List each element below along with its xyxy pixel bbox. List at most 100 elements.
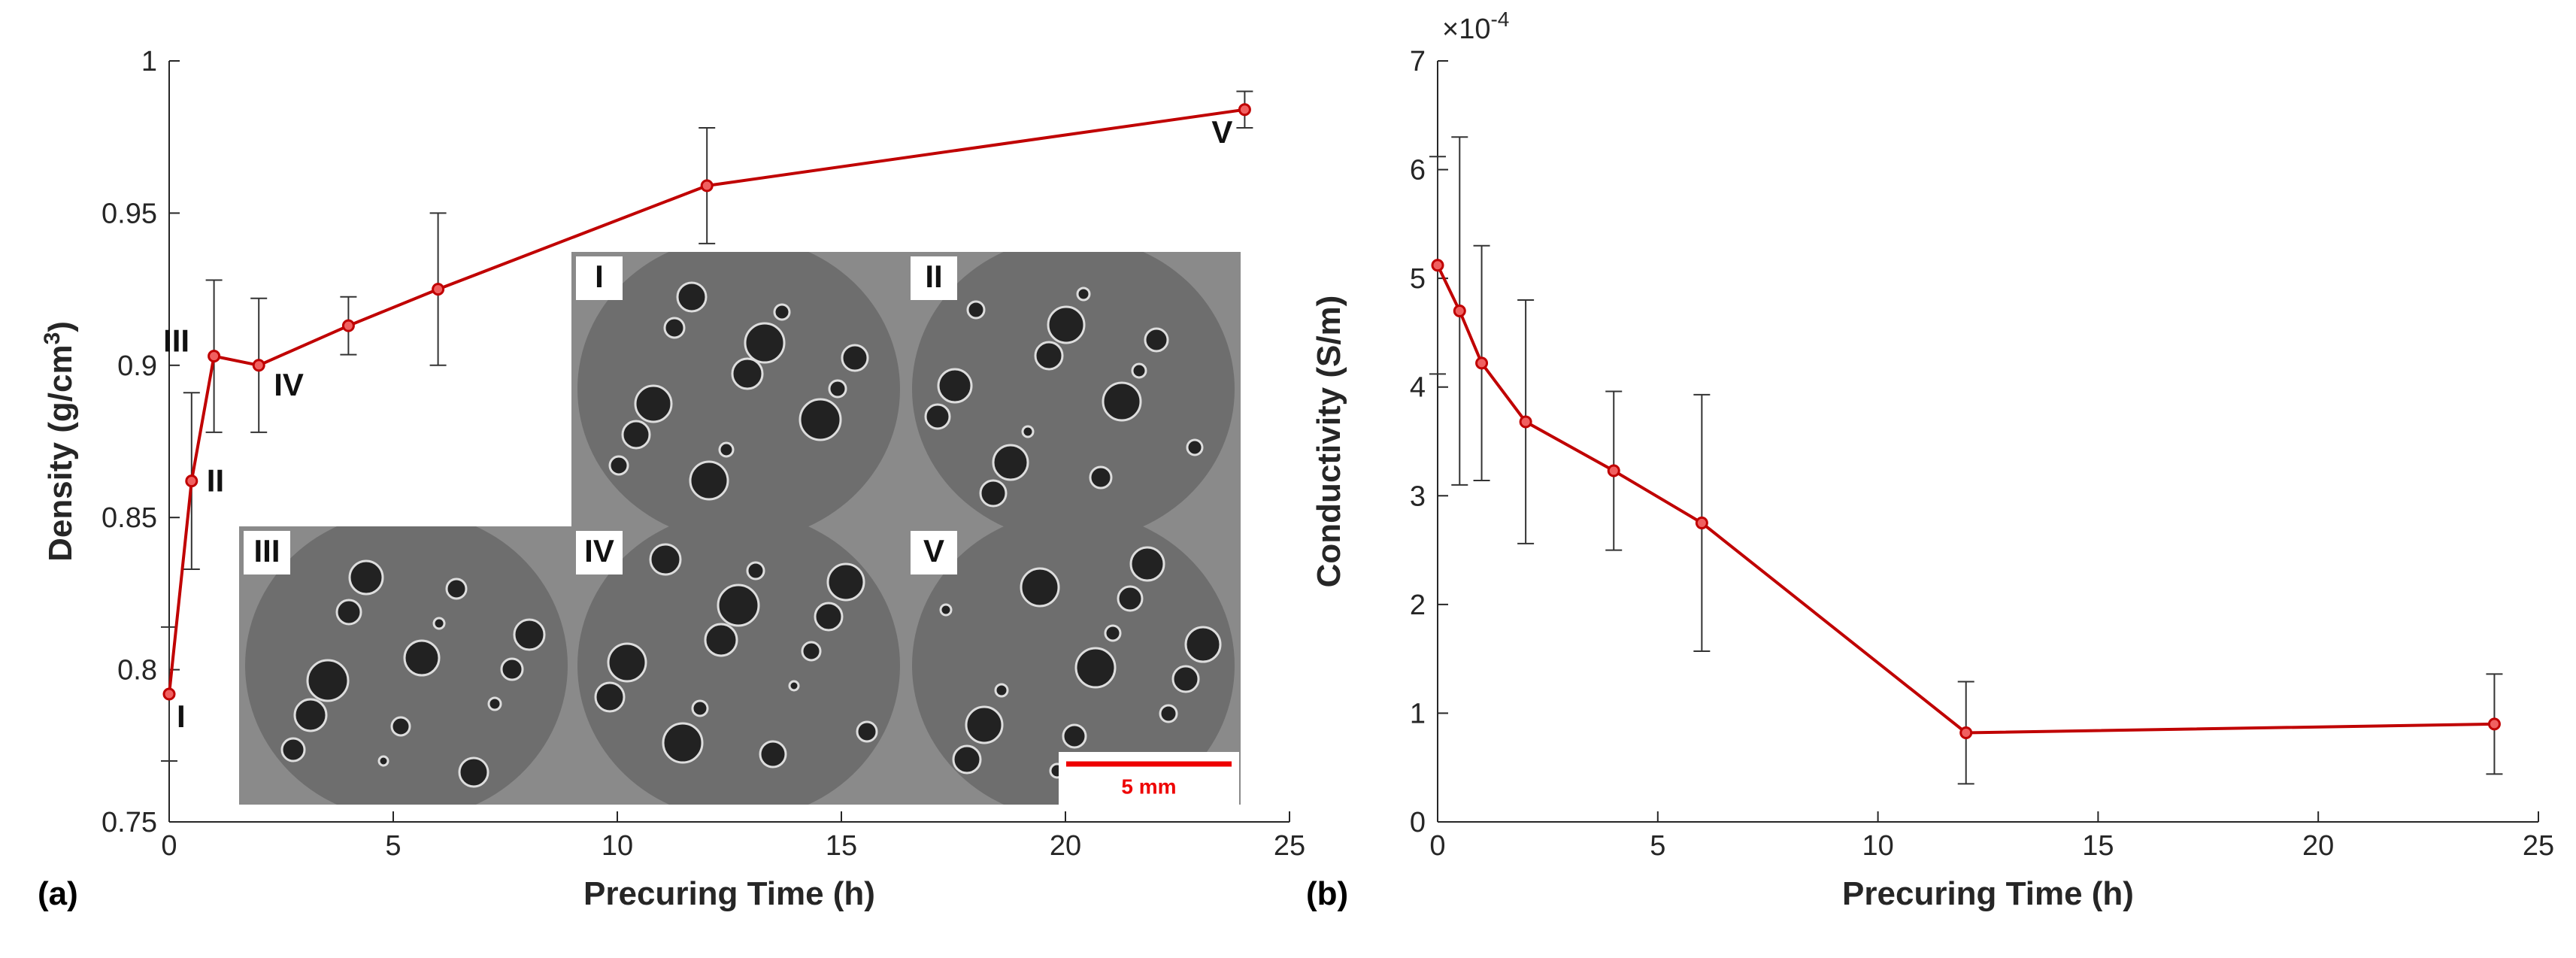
pore <box>487 696 502 711</box>
data-line <box>168 108 1245 695</box>
x-tick-label: 10 <box>602 830 633 862</box>
x-axis-label: Precuring Time (h) <box>583 875 875 912</box>
pore <box>856 720 878 743</box>
x-tick-label: 0 <box>1429 830 1445 862</box>
pore <box>432 617 446 630</box>
pore <box>841 344 869 372</box>
data-point <box>2487 717 2501 731</box>
pore <box>828 379 847 399</box>
pore <box>1159 704 1178 723</box>
inset-label-box <box>576 531 623 574</box>
scale-bar-label: 5 mm <box>1121 775 1176 798</box>
data-point <box>1519 415 1532 429</box>
x-tick-label: 0 <box>161 830 177 862</box>
micrograph-sample <box>912 252 1235 526</box>
data-point <box>432 283 445 296</box>
y-tick-label: 6 <box>1410 155 1426 186</box>
panel-label: (b) <box>1306 875 1348 912</box>
scale-bar-box <box>1059 752 1239 805</box>
pore <box>746 561 765 581</box>
pore <box>1186 438 1204 456</box>
pore <box>1129 546 1165 582</box>
y-tick-label: 3 <box>1410 481 1426 512</box>
micrograph-sample <box>577 252 900 526</box>
pore <box>1184 626 1222 663</box>
y-axis-label-text: Density (g/cm <box>42 344 79 562</box>
y-tick-label: 0 <box>1410 807 1426 838</box>
y-axis-label: Conductivity (S/m) <box>1311 296 1347 588</box>
pore <box>663 317 686 339</box>
pore <box>689 460 729 501</box>
y-multiplier-base: ×10 <box>1442 14 1490 45</box>
pore <box>306 659 350 702</box>
pore <box>390 716 411 737</box>
y-tick-label: 2 <box>1410 590 1426 621</box>
x-tick-label: 5 <box>1650 830 1665 862</box>
pore <box>799 398 842 441</box>
pore <box>293 698 328 732</box>
data-point <box>1238 103 1251 117</box>
pore <box>377 755 389 767</box>
pore <box>280 737 306 762</box>
pore <box>634 384 673 423</box>
pore <box>1144 327 1169 353</box>
pore <box>1117 585 1144 612</box>
pore <box>704 623 738 657</box>
pore <box>607 642 647 683</box>
pore <box>979 479 1008 508</box>
pore <box>773 303 791 321</box>
micrograph-sample <box>577 526 900 805</box>
inset-label: II <box>925 259 942 294</box>
pore <box>608 455 629 476</box>
pore <box>718 441 735 458</box>
pore <box>403 639 441 677</box>
x-tick-label: 15 <box>826 830 857 862</box>
y-axis-label-text: Conductivity (S/m) <box>1311 296 1347 588</box>
pore <box>1021 425 1035 438</box>
data-line <box>1436 264 2495 735</box>
pore <box>992 444 1029 481</box>
pore <box>594 681 626 713</box>
panel-label: (a) <box>38 875 78 912</box>
pore <box>348 559 384 596</box>
inset-label-box <box>911 256 957 300</box>
data-point <box>1695 516 1708 529</box>
y-tick-label: 1 <box>1410 698 1426 729</box>
pore <box>717 584 760 627</box>
y-tick-label: 5 <box>1410 263 1426 295</box>
y-tick-label: 1 <box>141 46 157 77</box>
x-tick-label: 15 <box>2082 830 2114 862</box>
pore <box>952 744 982 775</box>
inset-label: V <box>923 533 944 568</box>
y-tick-label: 7 <box>1410 46 1426 77</box>
inset-label-box <box>244 531 290 574</box>
pore <box>1104 624 1122 642</box>
x-tick-label: 10 <box>1862 830 1893 862</box>
inset-label: III <box>253 533 280 568</box>
pore <box>731 357 764 390</box>
pore <box>513 618 546 651</box>
pore <box>621 420 651 450</box>
data-point <box>252 359 265 372</box>
pore <box>759 740 787 769</box>
y-axis-label: Density (g/cm3) <box>40 321 79 562</box>
pore <box>458 756 489 788</box>
data-point <box>1959 726 1973 739</box>
y-tick-label: 0.75 <box>102 807 157 838</box>
y-tick-label: 0.95 <box>102 198 157 229</box>
pore <box>826 562 865 602</box>
pore <box>801 641 822 662</box>
pore <box>649 543 682 576</box>
inset-label-box <box>911 531 957 574</box>
inset-label-box <box>576 256 623 300</box>
x-tick-label: 20 <box>2302 830 2334 862</box>
pore <box>662 722 704 764</box>
pore <box>1034 341 1064 371</box>
pore <box>966 300 986 320</box>
y-tick-label: 0.8 <box>117 655 157 687</box>
inset-label: IV <box>584 533 614 568</box>
inset-label: I <box>595 259 604 294</box>
point-label: V <box>1211 114 1232 150</box>
pore <box>939 603 953 617</box>
pore <box>1047 305 1086 344</box>
